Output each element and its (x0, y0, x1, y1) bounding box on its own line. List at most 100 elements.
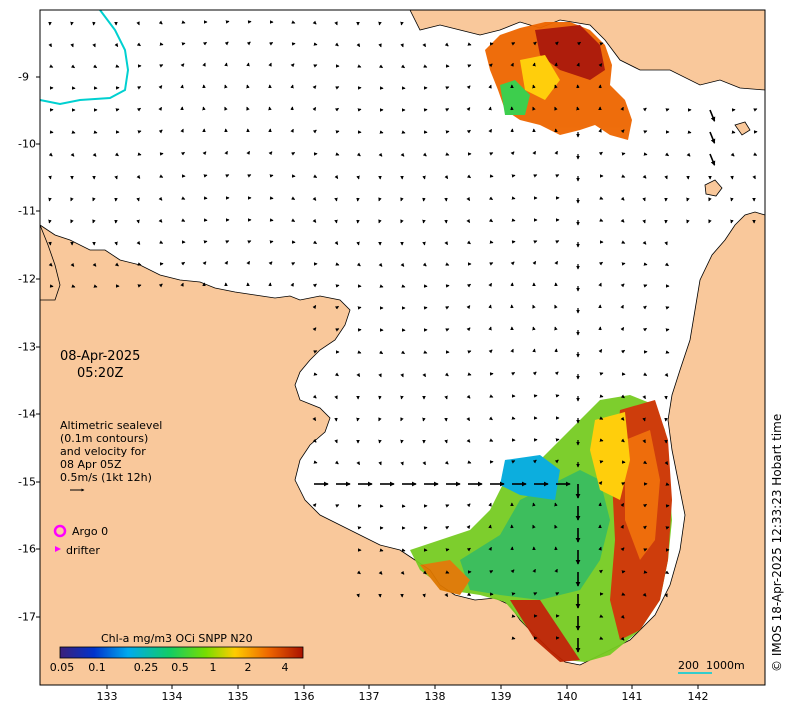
velocity-arrow (357, 526, 362, 530)
velocity-arrow (444, 175, 449, 180)
velocity-arrow (709, 109, 716, 122)
velocity-arrow (400, 395, 404, 400)
velocity-arrow (643, 548, 648, 552)
velocity-arrow (533, 592, 538, 596)
velocity-arrow (510, 62, 514, 67)
velocity-arrow (532, 150, 537, 155)
velocity-arrow (620, 438, 625, 443)
velocity-arrow (335, 328, 340, 332)
velocity-arrow (334, 175, 339, 179)
velocity-arrow (71, 130, 76, 134)
velocity-arrow (444, 439, 448, 444)
velocity-arrow (532, 568, 536, 573)
velocity-arrow (445, 152, 450, 156)
velocity-arrow (642, 592, 647, 597)
velocity-arrow (136, 240, 141, 245)
velocity-arrow (466, 219, 471, 224)
velocity-arrow (554, 568, 558, 573)
velocity-arrow (467, 64, 472, 68)
velocity-arrow (159, 174, 164, 178)
velocity-arrow (510, 569, 515, 574)
velocity-arrow (598, 128, 602, 133)
velocity-arrow (247, 20, 252, 24)
y-tick-label: -14 (18, 407, 36, 421)
velocity-arrow (92, 197, 96, 202)
velocity-arrow (334, 241, 339, 245)
velocity-arrow (159, 240, 164, 244)
velocity-arrow (555, 438, 560, 442)
velocity-arrow (378, 219, 382, 224)
velocity-arrow (334, 21, 338, 26)
velocity-arrow (532, 84, 536, 89)
velocity-arrow (665, 526, 670, 530)
velocity-arrow (488, 524, 492, 529)
velocity-arrow (422, 417, 426, 422)
velocity-arrow (181, 218, 186, 222)
velocity-arrow (554, 459, 559, 464)
velocity-arrow (378, 417, 382, 422)
depth-contour (39, 9, 130, 106)
velocity-arrow (137, 262, 142, 266)
velocity-arrow (158, 218, 163, 223)
velocity-arrow (224, 41, 229, 46)
velocity-arrow (466, 85, 471, 90)
velocity-arrow (70, 43, 74, 48)
velocity-arrow (532, 326, 536, 331)
velocity-arrow (642, 305, 647, 310)
velocity-arrow (466, 417, 471, 422)
velocity-arrow (225, 240, 230, 244)
velocity-arrow (599, 438, 604, 442)
velocity-arrow (334, 439, 338, 444)
velocity-arrow (136, 174, 141, 179)
velocity-arrow (532, 502, 536, 507)
velocity-arrow (400, 262, 405, 267)
velocity-arrow (114, 152, 119, 157)
velocity-arrow (356, 43, 361, 48)
velocity-arrow (181, 196, 186, 200)
colorbar-title: Chl-a mg/m3 OCi SNPP N20 (101, 632, 253, 645)
velocity-arrow (488, 106, 492, 111)
velocity-arrow (357, 64, 362, 68)
velocity-arrow (49, 130, 54, 134)
velocity-arrow (158, 283, 163, 288)
velocity-arrow (92, 43, 96, 48)
velocity-arrow (554, 260, 559, 265)
velocity-arrow (92, 21, 96, 26)
velocity-arrow (643, 503, 648, 508)
velocity-arrow (313, 42, 318, 46)
velocity-arrow (423, 108, 428, 112)
velocity-arrow (643, 262, 648, 266)
info-line-2: (0.1m contours) (60, 432, 149, 445)
velocity-arrow (202, 62, 206, 67)
velocity-arrow (378, 262, 383, 267)
velocity-arrow (643, 570, 648, 574)
velocity-arrow (686, 219, 690, 224)
velocity-arrow (709, 131, 716, 144)
velocity-arrow (621, 570, 626, 574)
velocity-arrow (709, 153, 716, 166)
velocity-arrow (379, 64, 384, 69)
info-line-4: 08 Apr 05Z (60, 458, 122, 471)
velocity-arrow (620, 524, 624, 529)
velocity-arrow (313, 174, 318, 179)
velocity-arrow (554, 84, 558, 89)
velocity-arrow (643, 460, 648, 465)
velocity-arrow (401, 130, 406, 134)
velocity-arrow (313, 460, 318, 464)
velocity-arrow (466, 197, 471, 202)
velocity-arrow (708, 197, 712, 202)
velocity-arrow (467, 283, 471, 288)
velocity-arrow (532, 459, 537, 464)
velocity-arrow (180, 282, 184, 287)
velocity-arrow (48, 175, 52, 180)
x-tick-label: 134 (161, 690, 183, 703)
velocity-arrow (71, 64, 75, 69)
velocity-arrow (312, 196, 317, 201)
velocity-arrow (48, 43, 52, 48)
velocity-arrow (620, 547, 625, 552)
velocity-arrow (312, 503, 317, 508)
velocity-arrow (268, 151, 273, 156)
velocity-arrow (246, 106, 250, 111)
velocity-arrow (555, 592, 560, 596)
velocity-arrow (621, 174, 626, 178)
